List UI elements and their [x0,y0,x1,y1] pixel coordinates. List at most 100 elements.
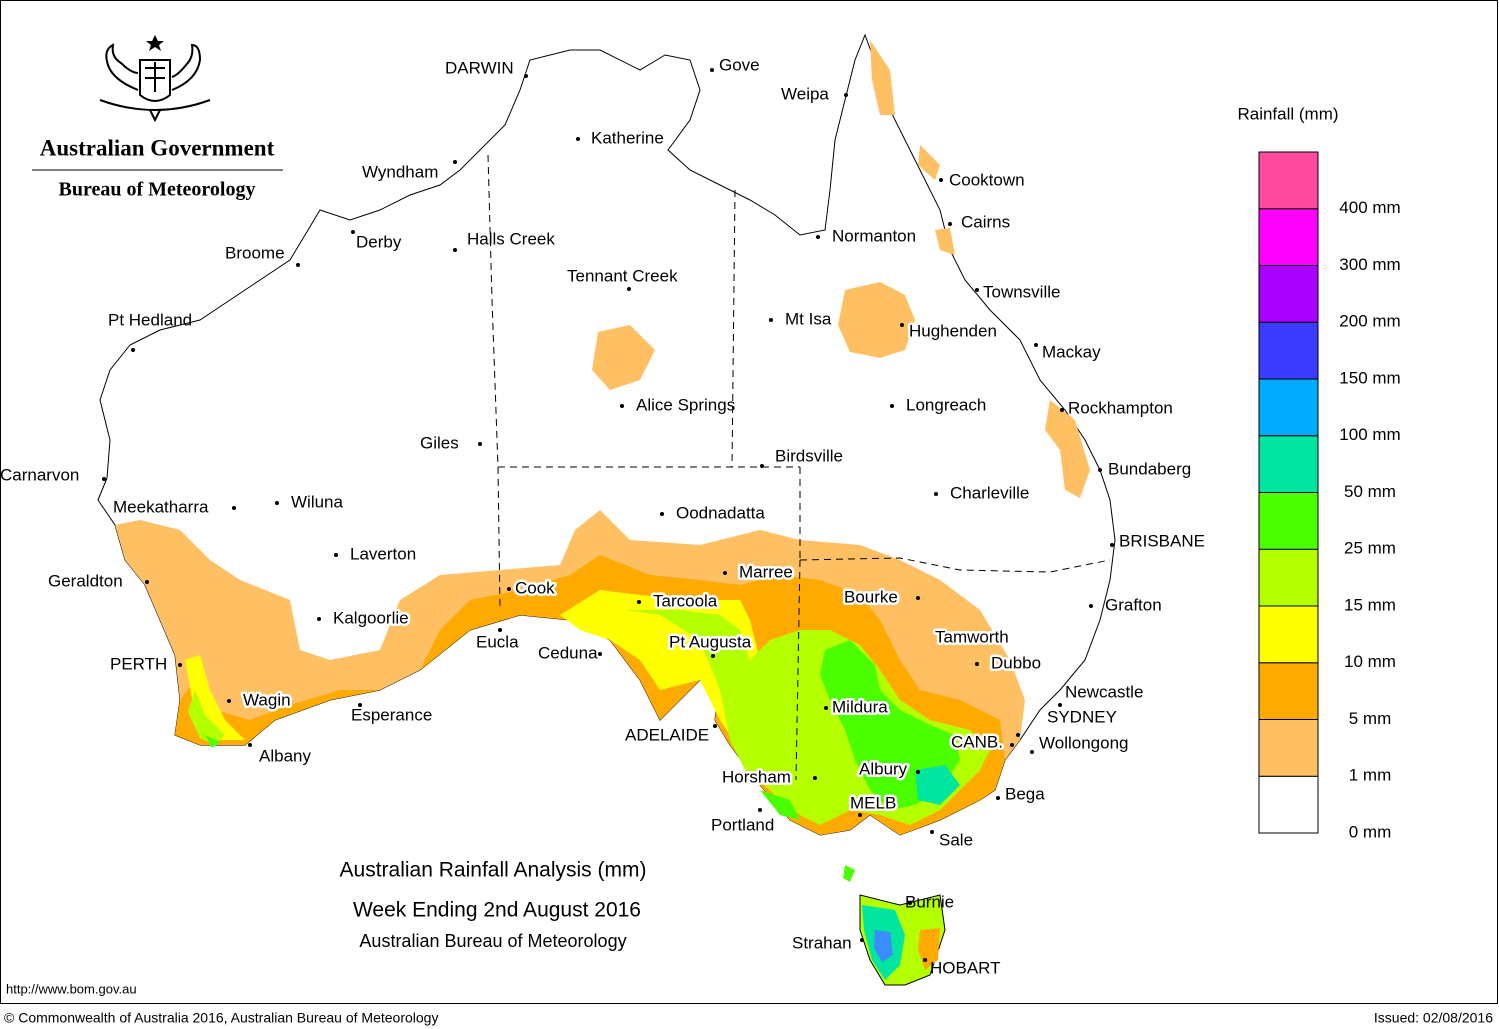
place-dot [948,222,952,226]
place-label: Giles [420,433,459,452]
place-dot [975,662,979,666]
place-dot [890,404,894,408]
legend-swatch [1258,321,1319,380]
place-dot [1016,733,1020,737]
place-dot [1110,543,1114,547]
legend-swatch [1258,435,1319,493]
place-label: Newcastle [1065,682,1143,701]
legend-swatch [1258,719,1319,777]
place-label: Cooktown [949,170,1025,189]
legend-swatch [1258,492,1319,550]
title-line-3: Australian Bureau of Meteorology [359,931,626,951]
legend-label: 400 mm [1339,198,1400,217]
tasmania-blue [874,930,893,962]
place-label: HOBART [930,958,1001,977]
legend-label: 300 mm [1339,255,1400,274]
place-label: Katherine [591,128,664,147]
place-label: Townsville [983,282,1060,301]
place-dot [178,663,182,667]
place-label: Albany [259,746,311,765]
place-label: Birdsville [775,446,843,465]
legend-swatch [1258,151,1319,210]
place-label: Geraldton [48,571,123,590]
legend-label: 200 mm [1339,312,1400,331]
place-label: Grafton [1105,595,1162,614]
places: DARWIN Gove Weipa Katherine Cooktown Wyndham C… [0,55,1205,977]
place-dot [858,813,862,817]
place-label: CANB. [951,732,1003,751]
place-dot [975,288,979,292]
place-label: Sale [939,830,973,849]
government-name: Australian Government [40,135,275,160]
place-dot [710,68,714,72]
place-label: Pt Hedland [108,310,192,329]
place-label: Portland [711,815,774,834]
place-label: Meekatharra [113,497,209,516]
place-label: Ceduna [538,643,598,662]
place-dot [576,137,580,141]
place-label: Tamworth [935,627,1009,646]
place-label: Horsham [722,767,791,786]
place-dot [145,580,149,584]
place-label: Bourke [844,587,898,606]
place-dot [637,600,641,604]
place-dot [824,706,828,710]
place-label: Gove [719,55,760,74]
place-dot [900,323,904,327]
place-dot [1060,408,1064,412]
place-dot [248,743,252,747]
place-label: Cook [515,578,555,597]
place-dot [358,703,362,707]
legend-swatch [1258,208,1319,266]
legend-label: 50 mm [1344,482,1396,501]
place-label: Broome [225,243,285,262]
legend: 0 mm 1 mm 5 mm 10 mm 15 mm 25 mm 50 mm 100 mm 15… [1258,151,1401,841]
legend-swatch [1258,662,1319,720]
place-dot [758,808,762,812]
place-dot [453,248,457,252]
place-label: Pt Augusta [669,632,752,651]
place-dot [916,770,920,774]
place-dot [620,404,624,408]
place-label: ADELAIDE [625,725,709,744]
place-label: Tennant Creek [567,266,678,285]
legend-label: 100 mm [1339,425,1400,444]
place-label: Carnarvon [0,465,79,484]
place-dot [598,652,602,656]
place-label: Eucla [476,632,519,651]
legend-title: Rainfall (mm) [1237,104,1338,123]
place-dot [478,442,482,446]
place-label: Longreach [906,395,986,414]
issued: Issued: 02/08/2016 [1374,1010,1493,1026]
place-label: Strahan [792,933,852,952]
place-dot [816,235,820,239]
place-label: Cairns [961,212,1010,231]
place-dot [507,587,511,591]
place-label: Burnie [905,892,954,911]
place-label: Hughenden [909,321,997,340]
place-dot [844,93,848,97]
place-dot [916,596,920,600]
place-label: Laverton [350,544,416,563]
legend-swatch [1258,605,1319,664]
yellow-zone [185,590,830,810]
place-label: Bundaberg [1108,459,1191,478]
state-borders [487,154,1111,781]
place-dot [711,654,715,658]
place-label: PERTH [110,654,167,673]
place-label: Alice Springs [636,395,735,414]
place-dot [351,230,355,234]
place-dot [923,958,927,962]
place-dot [939,178,943,182]
place-dot [334,553,338,557]
green-light-zone [188,610,990,825]
legend-label: 1 mm [1349,766,1392,785]
place-dot [976,636,980,640]
place-label: Bega [1005,784,1045,803]
place-label: Mt Isa [785,309,832,328]
title-line-2: Week Ending 2nd August 2016 [353,899,641,922]
place-dot [232,506,236,510]
place-label: Marree [739,562,793,581]
place-label: BRISBANE [1119,531,1205,550]
place-label: Wiluna [291,492,344,511]
